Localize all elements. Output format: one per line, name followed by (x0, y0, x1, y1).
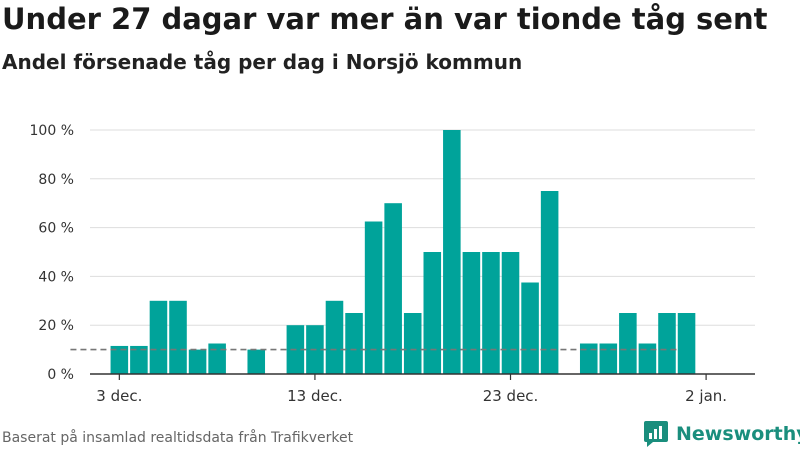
bar (110, 345, 129, 374)
y-tick-label: 80 % (38, 172, 74, 188)
bar (384, 203, 402, 374)
bar (482, 252, 500, 374)
chart-subtitle: Andel försenade tåg per dag i Norsjö kom… (2, 50, 523, 74)
x-tick-label: 23 dec. (483, 387, 539, 405)
source-note: Baserat på insamlad realtidsdata från Tr… (2, 430, 354, 446)
bar (658, 313, 676, 374)
x-tick-label: 3 dec. (96, 387, 142, 405)
brand-name: Newsworthy (676, 423, 800, 445)
bar (247, 349, 266, 374)
x-tick-label: 2 jan. (685, 387, 727, 405)
bar (521, 282, 539, 374)
bar (188, 349, 207, 374)
bar (345, 313, 363, 374)
y-tick-label: 60 % (38, 221, 74, 237)
bar (130, 345, 148, 374)
bar (619, 313, 637, 374)
bar (638, 343, 657, 374)
bar (169, 300, 187, 374)
y-tick-label: 100 % (30, 123, 74, 139)
y-tick-label: 20 % (38, 318, 74, 334)
chart-title: Under 27 dagar var mer än var tionde tåg… (2, 2, 768, 36)
bar (423, 252, 442, 374)
bar (403, 313, 422, 374)
y-tick-label: 40 % (38, 269, 74, 285)
bar (462, 252, 481, 374)
bar (208, 343, 226, 374)
brand-logo: Newsworthy (643, 419, 800, 449)
bar (677, 313, 696, 374)
bar (540, 191, 559, 374)
bar (149, 300, 168, 374)
bar (325, 300, 344, 374)
x-tick-label: 13 dec. (287, 387, 343, 405)
bar (599, 343, 618, 374)
bar (501, 252, 520, 374)
bar (364, 221, 383, 374)
newsworthy-logo-icon (644, 421, 668, 447)
bar (443, 130, 461, 374)
y-tick-label: 0 % (47, 367, 74, 383)
bar (579, 343, 598, 374)
